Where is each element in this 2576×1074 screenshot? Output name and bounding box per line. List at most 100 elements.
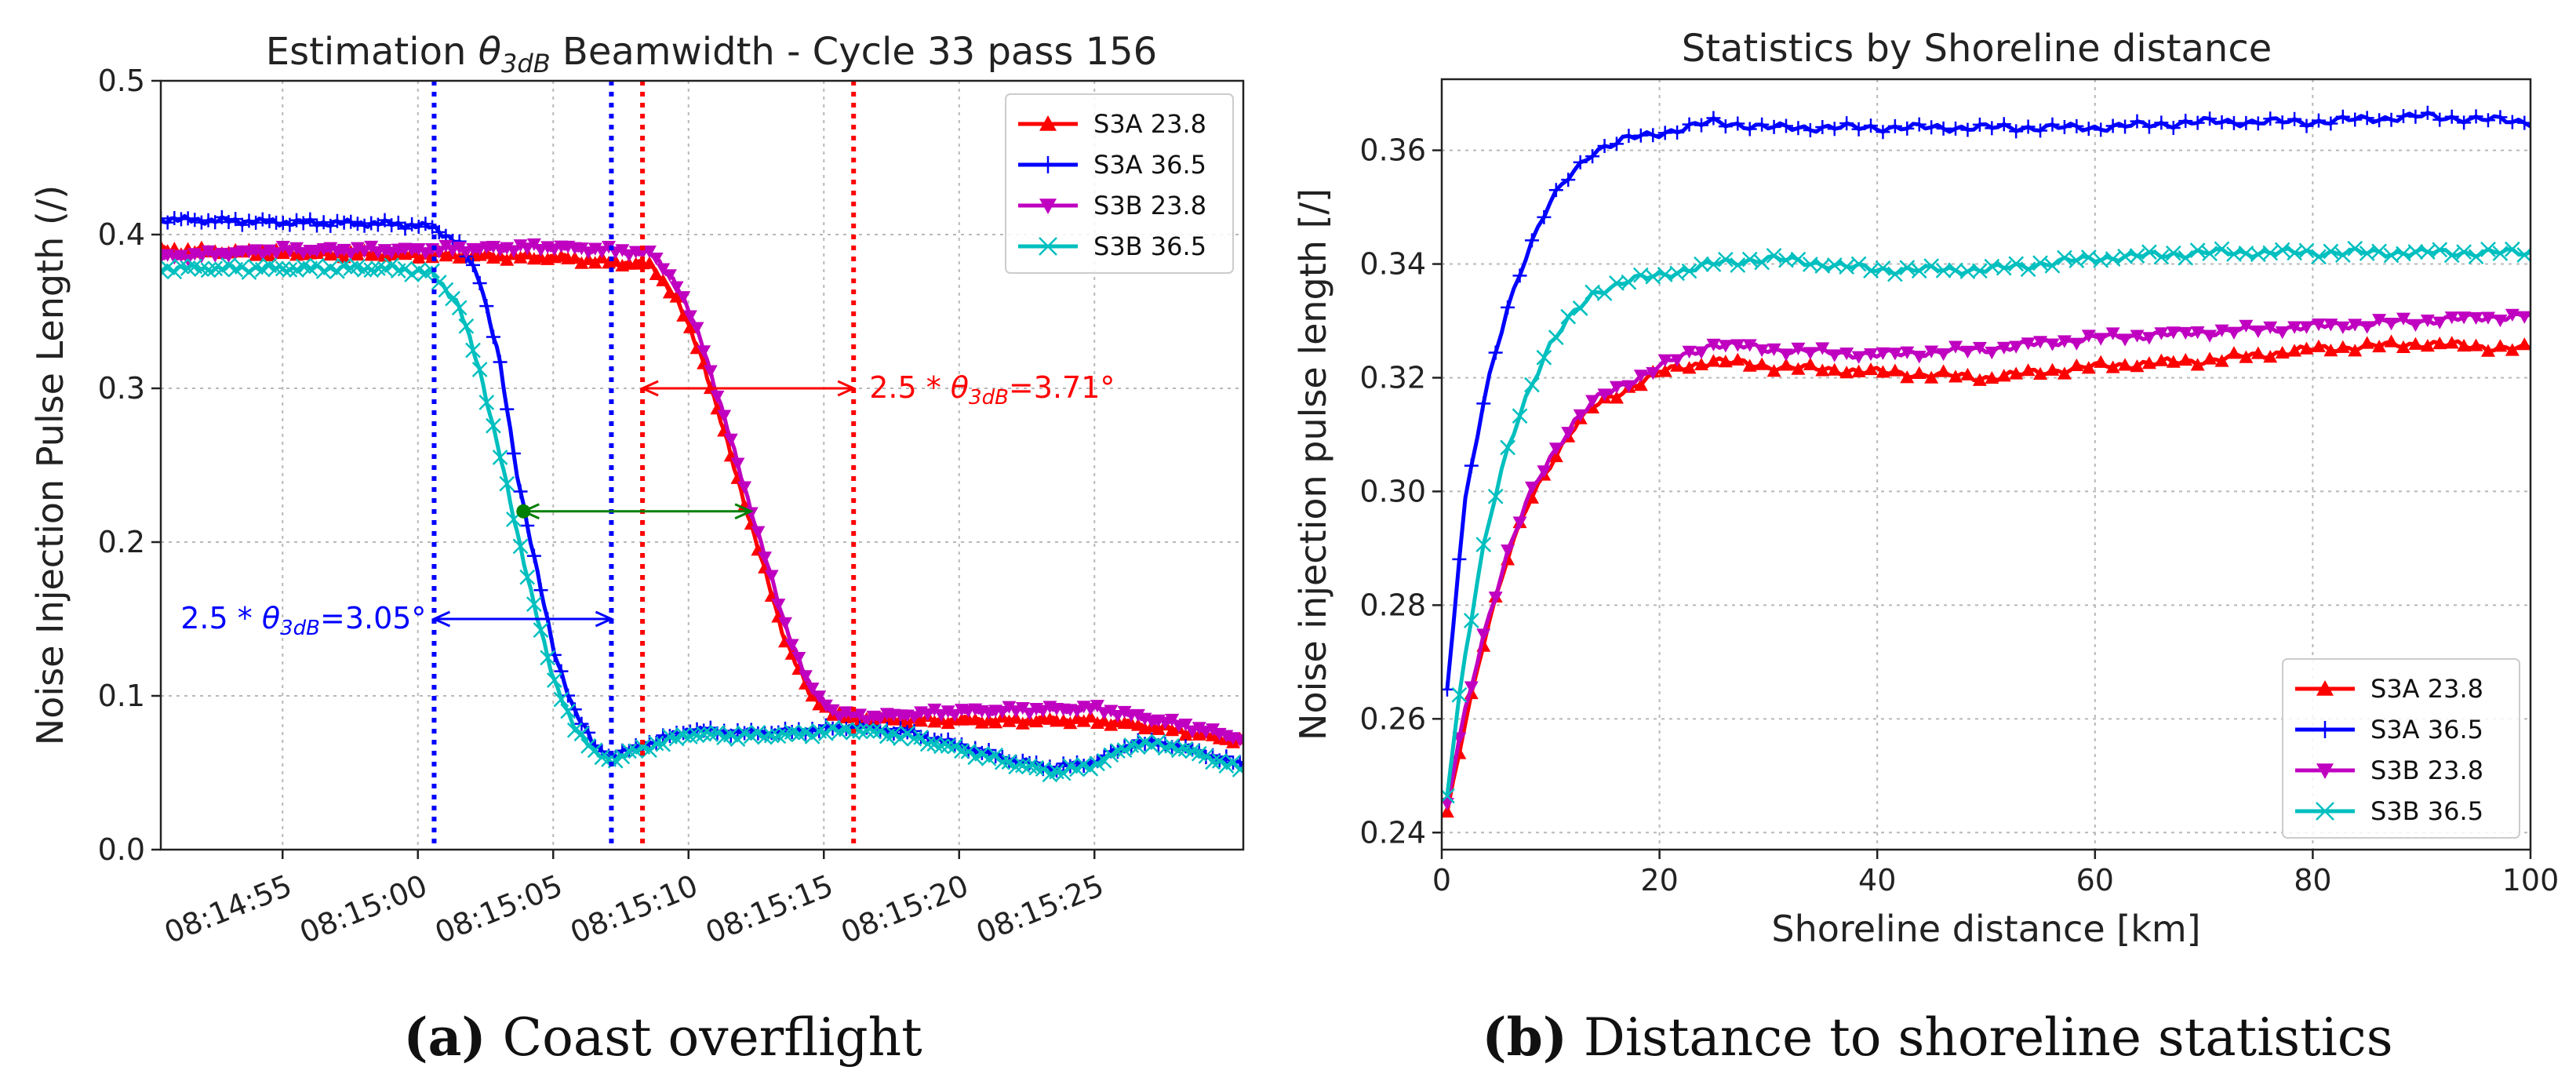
chart-b-point-s3a-23-8-64 [1827,362,1842,376]
chart-a-point-s3b-36-5-282 [1110,743,1126,759]
chart-a-point-s3a-36-5-48 [316,215,331,230]
chart-b-legend-item-s3a-23-8: S3A 23.8 [2295,674,2483,704]
chart-a-point-s3a-36-5-100 [493,355,508,370]
chart-a-point-s3b-23-8-208 [859,715,874,728]
chart-a-point-s3b-23-8-58 [350,242,365,255]
chart-a-point-s3b-23-8-30 [255,248,270,261]
chart-b-point-s3a-23-8-0 [1442,804,1454,818]
chart-a-point-s3b-36-5-236 [954,743,970,759]
chart-b-point-s3a-36-5-156 [2384,112,2399,127]
chart-a-point-s3a-36-5-40 [289,213,304,228]
chart-b-point-s3b-23-8-150 [2348,319,2363,332]
chart-b-point-s3a-36-5-164 [2432,112,2447,127]
chart-b-point-s3b-36-5-24 [1585,284,1600,300]
chart-b-point-s3a-36-5-106 [2081,122,2096,137]
chart-a-point-s3a-23-8-76 [411,250,426,264]
chart-b-point-s3a-23-8-66 [1839,366,1854,379]
chart-b-ytick-label-0-36: 0.36 [1359,133,1426,168]
chart-b-point-s3a-23-8-82 [1936,364,1951,377]
chart-b-point-s3a-36-5-170 [2469,109,2483,124]
chart-a-point-s3a-36-5-10 [187,213,202,228]
chart-b-legend-label-s3a-23-8: S3A 23.8 [2370,674,2483,704]
chart-b-point-s3b-23-8-70 [1864,348,1879,362]
chart-a-point-s3a-23-8-144 [642,256,657,269]
chart-a-point-s3a-23-8-232 [941,715,955,730]
chart-a-point-s3a-36-5-52 [329,213,344,228]
chart-b-point-s3b-23-8-176 [2505,308,2520,322]
chart-a-point-s3b-36-5-20 [220,257,237,273]
chart-a-title-suffix: Beamwidth - Cycle 33 pass 156 [551,30,1158,74]
chart-b-point-s3a-23-8-80 [1924,370,1939,384]
chart-b-point-s3b-23-8-114 [2130,329,2145,343]
chart-b-point-s3a-23-8-134 [2250,346,2265,359]
chart-a-annotation-label-0: 2.5 * θ3dB=3.71° [869,370,1115,410]
chart-a-point-s3a-36-5-120 [561,688,576,703]
chart-a-point-s3a-23-8-246 [988,715,1003,729]
chart-b-point-s3b-23-8-112 [2118,333,2133,347]
chart-a-point-s3b-36-5-124 [573,726,590,742]
chart-b-point-s3a-36-5-26 [1597,138,1612,153]
chart-b-ticks: 0 20 40 60 80 100 0.24 0.26 0.28 0.30 0.32 0.34 0.36 [1359,133,2559,897]
chart-a-point-s3b-36-5-34 [268,260,284,277]
chart-a-point-s3b-23-8-144 [642,246,657,259]
chart-b-point-s3b-36-5-36 [1657,267,1673,282]
chart-a-annotations: 2.5 * θ3dB=3.71° 2.5 * θ3dB=3.05° [180,370,1115,640]
chart-b-point-s3b-23-8-104 [2069,337,2084,351]
chart-b-xtick-label-40: 40 [1858,863,1896,897]
chart-b-point-s3b-23-8-168 [2457,311,2472,325]
chart-b-point-s3a-36-5-74 [1887,118,1902,133]
chart-b-point-s3b-36-5-146 [2323,243,2339,260]
chart-b-point-s3b-36-5-128 [2214,241,2230,257]
chart-b-point-s3a-23-8-120 [2166,355,2181,368]
chart-a-point-s3b-23-8-284 [1117,705,1132,719]
chart-b-point-s3b-36-5-162 [2419,244,2436,260]
panel-a: Estimation θ3dB Beamwidth - Cycle 33 pas… [29,30,1245,950]
chart-b-point-s3b-23-8-148 [2335,321,2350,334]
chart-a-point-s3a-23-8-128 [588,256,602,269]
chart-b-point-s3a-36-5-68 [1851,122,1866,137]
chart-b-point-s3a-23-8-170 [2469,338,2483,351]
chart-a-point-s3b-23-8-180 [764,570,779,583]
chart-b-point-s3b-23-8-110 [2105,327,2120,340]
chart-b-point-s3b-36-5-52 [1754,254,1770,271]
chart-a-ytick-label-0-5: 0.5 [98,64,145,98]
chart-b-point-s3a-23-8-94 [2009,366,2024,380]
chart-b-point-s3a-36-5-58 [1791,121,1806,136]
chart-b-point-s3b-23-8-4 [1464,681,1479,694]
chart-a-point-s3a-36-5-26 [242,213,257,228]
chart-b-point-s3b-23-8-178 [2517,311,2531,324]
chart-a-ytick-label-0-2: 0.2 [98,525,145,559]
chart-a-annotation-1: 2.5 * θ3dB=3.05° [180,601,615,640]
chart-b-point-s3b-36-5-16 [1536,349,1552,366]
chart-a-annotation-0: 2.5 * θ3dB=3.71° [639,370,1115,410]
chart-b-point-s3a-23-8-40 [1682,361,1697,374]
chart-b-point-s3b-36-5-22 [1572,300,1588,316]
chart-b-point-s3a-23-8-130 [2226,346,2241,359]
chart-b-xlabel: Shoreline distance [km] [1771,908,2200,950]
chart-b-point-s3b-36-5-140 [2287,245,2302,261]
chart-b-point-s3b-23-8-96 [2021,337,2036,351]
chart-b-point-s3b-23-8-30 [1621,380,1636,393]
chart-a-point-s3b-36-5-146 [648,735,664,752]
chart-b-point-s3a-36-5-128 [2214,115,2229,129]
chart-a-point-s3b-23-8-6 [173,249,188,263]
chart-a-point-s3b-23-8-282 [1110,709,1125,723]
chart-a-point-s3a-36-5-70 [391,215,406,230]
chart-b-point-s3b-23-8-162 [2420,314,2435,328]
chart-b-point-s3b-23-8-172 [2480,311,2495,325]
chart-a-point-s3b-23-8-192 [805,683,820,696]
chart-a-point-s3b-23-8-212 [873,712,888,726]
chart-a-point-s3a-23-8-150 [662,286,677,299]
chart-a-point-s3a-36-5-92 [465,257,480,272]
chart-a-series-line-s3a-23-8 [161,245,1243,745]
chart-b-ytick-label-0-34: 0.34 [1359,247,1426,282]
chart-b-point-s3a-23-8-142 [2299,341,2314,355]
chart-b-point-s3a-36-5-66 [1839,116,1854,131]
chart-b-point-s3b-36-5-178 [2516,247,2531,263]
chart-b-frame [1440,78,2532,851]
chart-a-point-s3b-36-5-102 [499,475,515,492]
chart-a-vertical-lines [431,81,857,850]
chart-b-legend-marker-s3b-36-5 [2316,802,2334,821]
chart-b-legend-marker-s3b-23-8 [2316,763,2334,779]
